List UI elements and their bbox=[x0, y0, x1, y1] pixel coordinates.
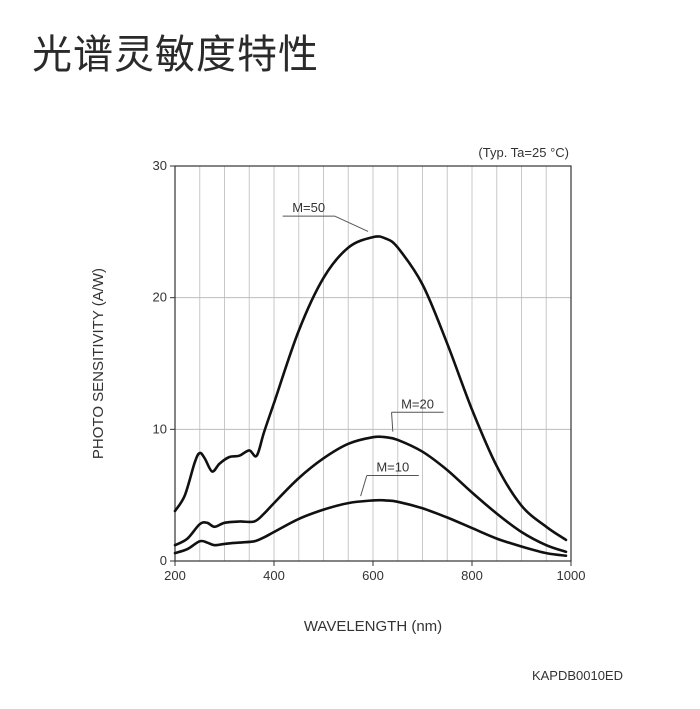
y-tick-label: 30 bbox=[153, 158, 167, 173]
page-title: 光谱灵敏度特性 bbox=[32, 32, 319, 78]
chart-grid bbox=[175, 166, 571, 561]
label-leader-line bbox=[391, 412, 394, 432]
series-label: M=20 bbox=[401, 396, 434, 411]
label-leader-line bbox=[334, 215, 369, 232]
series-label: M=50 bbox=[292, 200, 325, 215]
y-tick-label: 10 bbox=[153, 421, 167, 436]
y-tick-label: 20 bbox=[153, 290, 167, 305]
y-axis-title: PHOTO SENSITIVITY (A/W) bbox=[90, 268, 107, 459]
condition-note: (Typ. Ta=25 °C) bbox=[478, 145, 569, 160]
series-layer bbox=[173, 235, 568, 557]
axis-ticks: 200 400 600 800 1000 0 10 20 30 bbox=[153, 158, 586, 583]
label-leader-line bbox=[360, 475, 368, 497]
x-tick-label: 800 bbox=[461, 568, 483, 583]
figure-code: KAPDB0010ED bbox=[532, 668, 623, 683]
x-tick-label: 400 bbox=[263, 568, 285, 583]
x-tick-label: 1000 bbox=[557, 568, 586, 583]
series-labels: M=50 M=20 M=10 bbox=[282, 200, 444, 497]
series-line-m20 bbox=[173, 435, 568, 554]
series-label: M=10 bbox=[376, 459, 409, 474]
y-tick-label: 0 bbox=[160, 553, 167, 568]
x-axis-title: WAVELENGTH (nm) bbox=[304, 618, 442, 635]
x-tick-label: 200 bbox=[164, 568, 186, 583]
series-line-m50 bbox=[173, 235, 568, 542]
x-tick-label: 600 bbox=[362, 568, 384, 583]
series-line-m10 bbox=[173, 498, 568, 557]
